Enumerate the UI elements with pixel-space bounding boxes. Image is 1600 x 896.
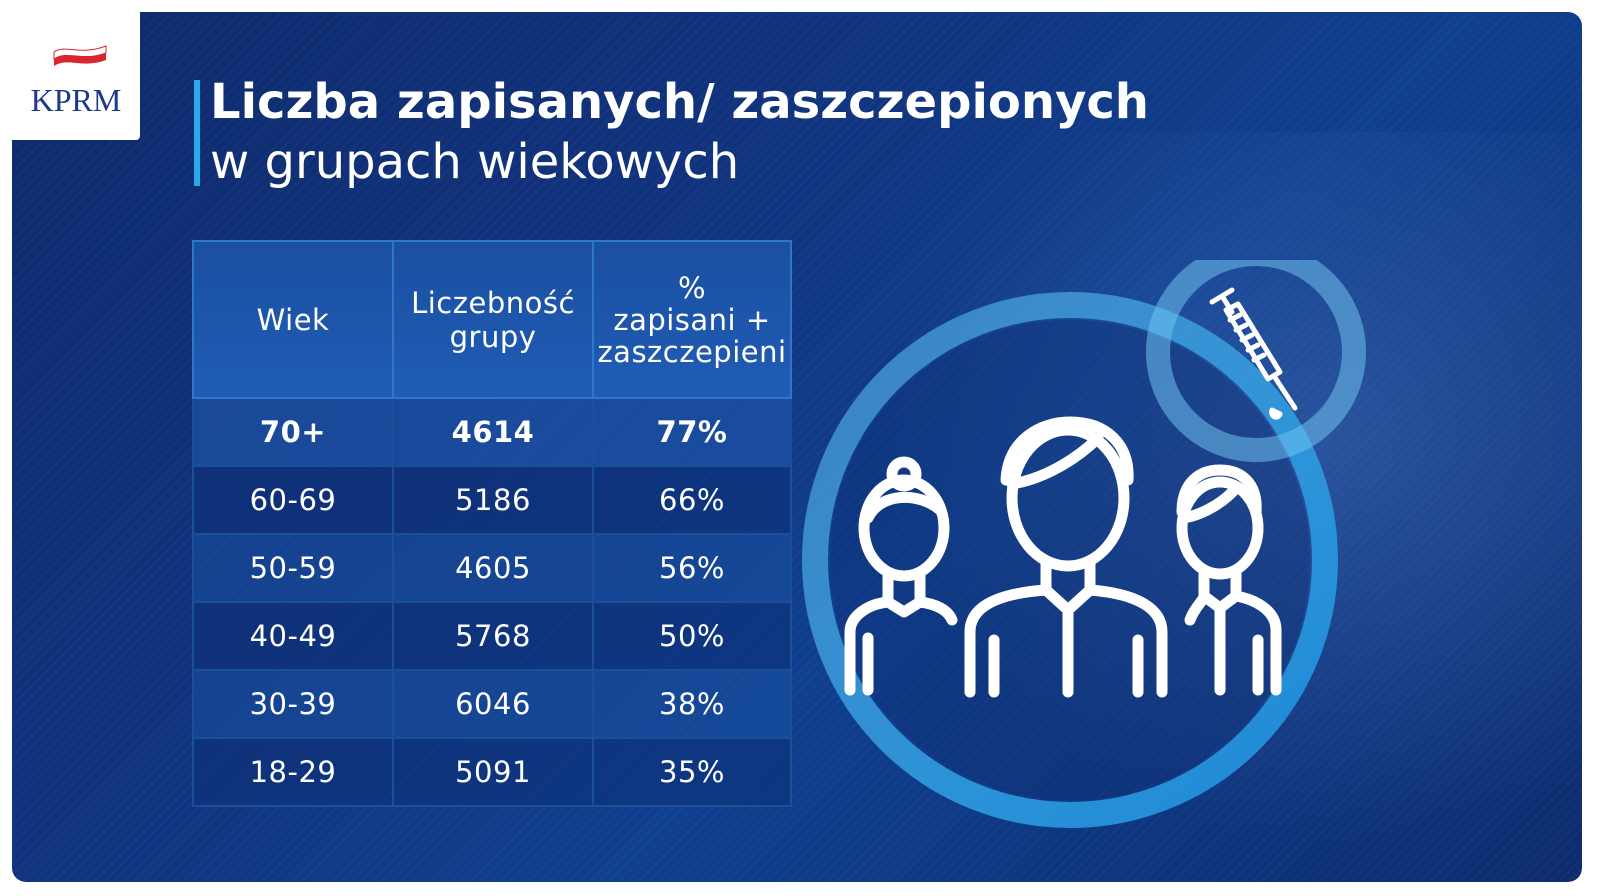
header-percent-line1: % [677,270,707,305]
cell-percent: 77% [592,397,792,467]
vaccination-illustration [802,260,1366,828]
inner-disc [830,320,1310,800]
cell-percent: 38% [592,669,792,739]
cell-age: 60-69 [192,465,394,535]
man-figure [964,416,1168,698]
table-row: 40-49 5768 50% [192,601,792,671]
syringe-icon [1209,287,1298,420]
cell-count: 5768 [392,601,594,671]
cell-count: 5186 [392,465,594,535]
cell-percent: 50% [592,601,792,671]
header-percent: % zapisani + zaszczepieni [592,240,792,399]
header-age: Wiek [192,240,394,399]
cell-count: 5091 [392,737,594,807]
cell-count: 4605 [392,533,594,603]
cell-percent: 35% [592,737,792,807]
page-subtitle: w grupach wiekowych [210,134,740,190]
header-percent-line2: zapisani + [613,302,771,337]
title-accent-bar [194,80,200,186]
cell-percent: 56% [592,533,792,603]
page-title: Liczba zapisanych/ zaszczepionych [210,74,1149,130]
woman-figure [844,456,958,696]
cell-count: 4614 [392,397,594,467]
table-row: 70+ 4614 77% [192,397,792,467]
cell-age: 30-39 [192,669,394,739]
header-count-line2: grupy [449,319,537,354]
vaccination-table: Wiek Liczebność grupy % zapisani + zaszc… [192,240,792,807]
table-row: 60-69 5186 66% [192,465,792,535]
table-row: 18-29 5091 35% [192,737,792,807]
boy-figure [1176,464,1282,696]
cell-age: 50-59 [192,533,394,603]
cell-age: 70+ [192,397,394,467]
cell-percent: 66% [592,465,792,535]
table-header-row: Wiek Liczebność grupy % zapisani + zaszc… [192,240,792,399]
header-percent-line3: zaszczepieni [597,334,787,369]
cell-age: 18-29 [192,737,394,807]
table-row: 30-39 6046 38% [192,669,792,739]
people-group-icon [844,416,1282,698]
large-ring [802,292,1338,828]
small-ring [1146,260,1366,462]
kprm-logo: KPRM [12,12,140,140]
header-count-line1: Liczebność [411,285,575,320]
table-row: 50-59 4605 56% [192,533,792,603]
cell-age: 40-49 [192,601,394,671]
cell-count: 6046 [392,669,594,739]
header-count: Liczebność grupy [392,240,594,399]
logo-text: KPRM [30,82,122,118]
poland-flag-icon [53,45,107,66]
